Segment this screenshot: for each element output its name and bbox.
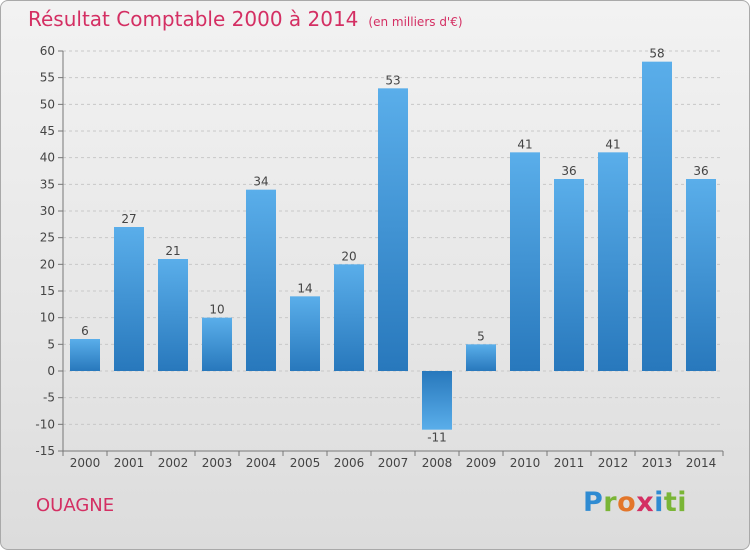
data-label: 6: [81, 324, 89, 338]
x-tick-label: 2001: [114, 456, 145, 470]
logo-letter: o: [617, 487, 637, 518]
y-tick-label: 15: [40, 284, 55, 298]
bar: [158, 259, 188, 371]
data-label: 36: [561, 164, 576, 178]
bar: [510, 152, 540, 371]
proxiti-logo[interactable]: Proxiti: [583, 487, 687, 518]
x-tick-label: 2006: [334, 456, 365, 470]
bar: [202, 317, 232, 371]
data-label: 34: [253, 175, 268, 189]
x-tick-label: 2009: [466, 456, 497, 470]
y-tick-label: 25: [40, 231, 55, 245]
data-label: 41: [605, 137, 620, 151]
y-tick-label: 5: [47, 337, 55, 351]
data-label: 27: [121, 212, 136, 226]
logo-letter: P: [583, 487, 604, 518]
data-label: 20: [341, 249, 356, 263]
x-tick-label: 2011: [554, 456, 585, 470]
x-tick-label: 2010: [510, 456, 541, 470]
x-tick-label: 2008: [422, 456, 453, 470]
logo-letter: i: [654, 487, 664, 518]
x-tick-label: 2007: [378, 456, 409, 470]
commune-name: OUAGNE: [36, 495, 115, 516]
chart-title-text: Résultat Comptable 2000 à 2014: [28, 7, 359, 31]
bar: [290, 296, 320, 371]
x-tick-label: 2012: [598, 456, 629, 470]
data-label: 53: [385, 73, 400, 87]
chart-unit: (en milliers d'€): [368, 15, 463, 29]
data-label: 36: [693, 164, 708, 178]
x-tick-label: 2002: [158, 456, 189, 470]
logo-letter: r: [603, 487, 618, 518]
data-label: 14: [297, 281, 312, 295]
bar: [70, 339, 100, 371]
bar: [246, 189, 276, 371]
logo-letter: ti: [663, 487, 688, 518]
bar: [466, 344, 496, 371]
y-tick-label: 55: [40, 71, 55, 85]
y-tick-label: -10: [35, 417, 55, 431]
bar: [686, 179, 716, 371]
x-tick-label: 2005: [290, 456, 321, 470]
bar: [378, 88, 408, 371]
y-tick-label: 40: [40, 151, 55, 165]
bar: [554, 179, 584, 371]
y-tick-label: -15: [35, 444, 55, 458]
y-tick-label: 20: [40, 257, 55, 271]
y-tick-label: 60: [40, 44, 55, 58]
x-tick-label: 2000: [70, 456, 101, 470]
x-tick-label: 2004: [246, 456, 277, 470]
x-tick-label: 2014: [686, 456, 717, 470]
y-tick-label: 45: [40, 124, 55, 138]
axis-layer: -15 -10 -5 0 5 10 15 20 25 30 35 40 45 50 55 60 2000 2001…: [35, 44, 724, 470]
chart-title: Résultat Comptable 2000 à 2014 (en millie…: [28, 7, 463, 31]
bar-layer: 6 27 21 10 34 14 20 53 -11 5 41 36 41 58 36: [70, 47, 716, 445]
x-tick-label: 2003: [202, 456, 233, 470]
y-tick-label: 0: [47, 364, 55, 378]
bar: [334, 264, 364, 371]
data-label: 41: [517, 137, 532, 151]
y-tick-label: 50: [40, 97, 55, 111]
y-tick-label: 30: [40, 204, 55, 218]
y-tick-label: -5: [43, 391, 55, 405]
data-label: 10: [209, 303, 224, 317]
data-label: 5: [477, 329, 485, 343]
data-label: 21: [165, 244, 180, 258]
y-tick-label: 10: [40, 311, 55, 325]
logo-letter: x: [636, 487, 655, 518]
data-label: 58: [649, 47, 664, 61]
x-tick-label: 2013: [642, 456, 673, 470]
data-label: -11: [427, 431, 447, 445]
bar: [114, 227, 144, 371]
y-tick-label: 35: [40, 177, 55, 191]
bar: [422, 371, 452, 430]
bar: [642, 61, 672, 372]
bar: [598, 152, 628, 371]
